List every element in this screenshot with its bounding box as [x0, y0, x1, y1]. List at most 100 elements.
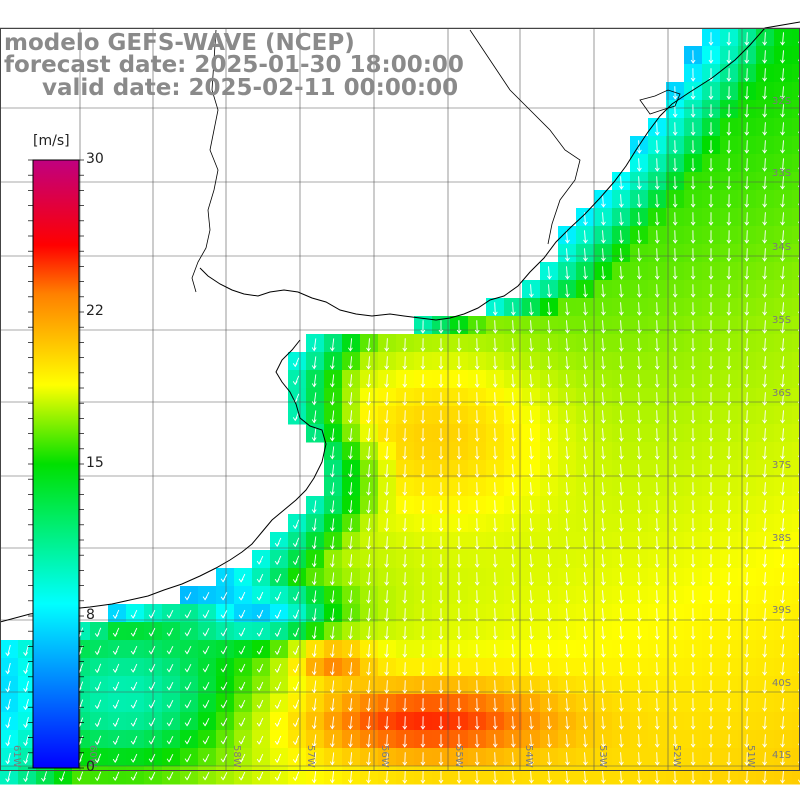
wind-arrow — [530, 644, 532, 657]
wind-arrow-head — [583, 365, 588, 370]
wind-arrow — [584, 590, 586, 603]
wind-arrow-head — [780, 347, 785, 352]
wind-arrow — [313, 626, 317, 639]
wind-arrow — [494, 770, 496, 783]
wind-arrow — [331, 644, 335, 657]
wind-arrow — [764, 536, 766, 549]
wind-arrow — [512, 446, 514, 459]
wind-arrow-head — [492, 761, 498, 766]
wind-arrow — [764, 338, 766, 351]
wind-arrow-head — [438, 419, 444, 424]
wind-arrow-head — [654, 725, 660, 730]
wind-arrow — [764, 122, 766, 135]
wind-arrow-head — [547, 527, 552, 532]
wind-arrow-head — [726, 239, 732, 244]
wind-arrow-head — [708, 635, 714, 640]
wind-arrow — [620, 482, 622, 495]
wind-arrow-head — [726, 653, 732, 658]
wind-arrow-head — [672, 437, 678, 442]
wind-arrow — [494, 302, 496, 315]
wind-arrow-head — [292, 741, 298, 746]
wind-arrow — [620, 500, 622, 513]
wind-arrow-head — [601, 671, 606, 676]
colorbar-tick-label-15: 15 — [86, 455, 104, 471]
wind-arrow — [602, 554, 604, 567]
wind-arrow-head — [708, 149, 714, 154]
wind-arrow-head — [780, 743, 785, 748]
longitude-label: 56W — [379, 745, 390, 768]
wind-arrow-head — [690, 293, 696, 298]
wind-arrow-head — [348, 743, 353, 748]
wind-arrow-head — [130, 740, 136, 745]
wind-arrow — [313, 554, 317, 567]
wind-arrow-head — [311, 761, 317, 766]
wind-arrow — [349, 752, 353, 765]
wind-arrow-head — [402, 725, 408, 730]
wind-arrow — [548, 680, 550, 693]
wind-arrow-head — [529, 545, 534, 550]
wind-arrow — [548, 626, 550, 639]
wind-arrow — [584, 320, 586, 333]
wind-arrow-head — [780, 383, 785, 388]
wind-arrow-head — [636, 563, 642, 568]
wind-arrow-head — [744, 95, 750, 100]
wind-arrow-head — [708, 329, 714, 334]
wind-cell — [792, 514, 800, 533]
wind-arrow — [764, 464, 766, 477]
wind-arrow-head — [202, 632, 208, 637]
wind-arrow-head — [690, 77, 696, 82]
wind-arrow-head — [583, 581, 588, 586]
wind-arrow — [494, 590, 496, 603]
wind-arrow-head — [780, 455, 785, 460]
wind-arrow — [494, 662, 496, 675]
wind-arrow-head — [672, 635, 678, 640]
wind-arrow-head — [510, 455, 516, 460]
wind-arrow — [656, 122, 658, 135]
wind-arrow — [656, 590, 658, 603]
wind-arrow-head — [672, 761, 678, 766]
wind-arrow — [313, 536, 317, 549]
wind-cell — [792, 730, 800, 749]
wind-arrow-head — [583, 707, 588, 712]
wind-arrow-head — [744, 347, 750, 352]
wind-arrow-head — [690, 95, 696, 100]
wind-arrow-head — [76, 777, 82, 782]
wind-arrow-head — [726, 113, 732, 118]
wind-arrow — [620, 698, 622, 711]
wind-arrow-head — [384, 527, 390, 532]
wind-arrow-head — [690, 491, 696, 496]
wind-arrow-head — [420, 563, 426, 568]
wind-arrow-head — [366, 707, 371, 712]
wind-arrow-head — [636, 221, 642, 226]
wind-arrow — [602, 626, 604, 639]
wind-arrow — [349, 770, 353, 783]
wind-arrow — [548, 698, 550, 711]
wind-arrow-head — [510, 707, 516, 712]
wind-arrow-head — [636, 185, 642, 190]
wind-arrow-head — [438, 491, 444, 496]
wind-arrow — [349, 536, 353, 549]
wind-arrow-head — [456, 599, 462, 604]
wind-arrow — [782, 140, 784, 153]
wind-arrow-head — [726, 419, 732, 424]
wind-arrow-head — [636, 167, 642, 172]
wind-arrow-head — [583, 635, 588, 640]
wind-arrow-head — [94, 669, 100, 674]
wind-arrow-head — [510, 617, 516, 622]
wind-arrow — [638, 464, 640, 477]
wind-arrow — [764, 446, 766, 459]
wind-arrow-head — [690, 653, 696, 658]
wind-arrow-head — [166, 668, 172, 673]
wind-arrow-head — [474, 653, 480, 658]
wind-arrow-head — [583, 221, 588, 226]
wind-arrow-head — [744, 473, 750, 478]
wind-arrow — [349, 500, 353, 513]
wind-arrow-head — [780, 203, 785, 208]
wind-arrow-head — [348, 455, 353, 460]
wind-arrow — [602, 608, 604, 621]
wind-arrow-head — [202, 722, 208, 727]
wind-arrow — [656, 500, 658, 513]
wind-arrow — [386, 716, 388, 729]
wind-arrow-head — [708, 725, 714, 730]
wind-cell — [792, 424, 800, 443]
